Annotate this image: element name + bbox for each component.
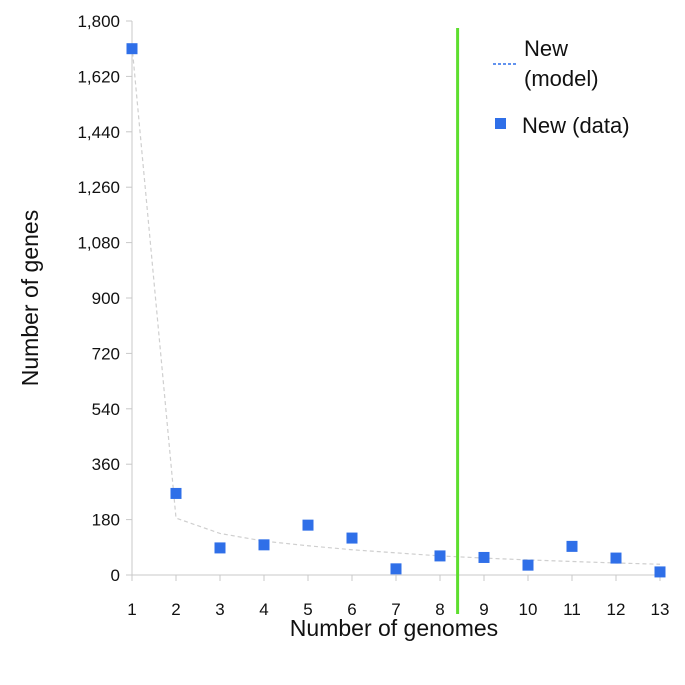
data-point — [566, 540, 578, 552]
y-tick-label: 540 — [92, 400, 120, 419]
x-tick-label: 7 — [391, 600, 400, 619]
x-tick-label: 2 — [171, 600, 180, 619]
data-point — [214, 542, 226, 554]
data-point — [126, 43, 138, 55]
x-axis-title: Number of genomes — [290, 615, 498, 641]
data-point — [654, 566, 666, 578]
x-tick-label: 5 — [303, 600, 312, 619]
y-tick-label: 1,620 — [77, 67, 120, 86]
y-tick-label: 1,080 — [77, 234, 120, 253]
data-point — [390, 563, 402, 575]
legend-data-label: New (data) — [522, 113, 630, 138]
x-tick-label: 8 — [435, 600, 444, 619]
data-point — [610, 552, 622, 564]
data-point — [170, 487, 182, 499]
model-line — [131, 45, 661, 565]
data-point — [302, 519, 314, 531]
y-tick-label: 0 — [111, 566, 120, 585]
x-tick-label: 3 — [215, 600, 224, 619]
data-point — [478, 551, 490, 563]
legend-data-marker — [495, 118, 506, 129]
legend-model-label-line1: New — [524, 36, 568, 61]
data-point — [522, 559, 534, 571]
data-point — [434, 550, 446, 562]
plot-area: 0 180 360 540 720 900 1,080 1,260 1,440 1,620 1,80… — [17, 12, 669, 641]
legend-model-label-line2: (model) — [524, 66, 599, 91]
y-tick-label: 1,440 — [77, 123, 120, 142]
x-tick-label: 10 — [519, 600, 538, 619]
y-tick-label: 900 — [92, 289, 120, 308]
data-point — [346, 532, 358, 544]
y-tick-label: 720 — [92, 344, 120, 363]
x-tick-label: 13 — [651, 600, 670, 619]
data-point — [258, 539, 270, 551]
x-tick-label: 1 — [127, 600, 136, 619]
legend: New (model) New (data) — [493, 36, 630, 138]
x-tick-label: 11 — [563, 600, 581, 619]
x-tick-label: 4 — [259, 600, 268, 619]
y-tick-label: 1,800 — [77, 12, 120, 31]
y-tick-label: 360 — [92, 455, 120, 474]
y-axis-title: Number of genes — [17, 210, 43, 386]
x-tick-label: 9 — [479, 600, 488, 619]
y-tick-label: 180 — [92, 511, 120, 530]
x-tick-label: 6 — [347, 600, 356, 619]
y-tick-label: 1,260 — [77, 178, 120, 197]
x-tick-label: 12 — [607, 600, 626, 619]
